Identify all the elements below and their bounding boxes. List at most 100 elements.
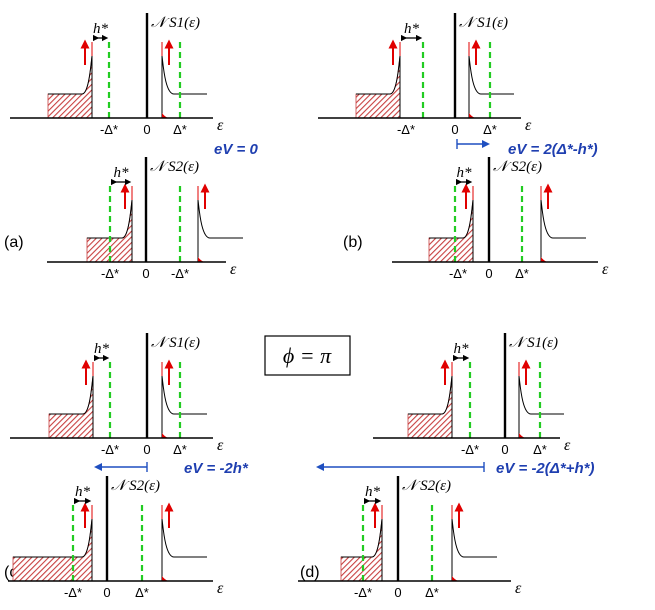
tick-label-delta: Δ* <box>173 122 187 137</box>
dos-diagram-d-s2: h* ε 𝒩 S2(ε) -Δ* 0 Δ* <box>298 476 522 600</box>
h-star-label: h* <box>75 484 91 500</box>
tick-label-zero: 0 <box>451 122 458 137</box>
dos-axis-label: 𝒩 S1(ε) <box>509 335 558 351</box>
dos-diagram-c-s2: h* ε 𝒩 S2(ε) -Δ* 0 Δ* <box>8 476 224 600</box>
dos-axis-label: 𝒩 S1(ε) <box>151 15 200 31</box>
tick-label-minus-delta: -Δ* <box>100 122 118 137</box>
dos-curve-left <box>356 55 401 118</box>
epsilon-axis-label: ε <box>230 261 237 278</box>
dos-curve-left <box>429 199 474 262</box>
occupied-states-hatch <box>355 55 401 119</box>
h-star-label: h* <box>457 165 473 181</box>
tick-label-zero: 0 <box>394 585 401 600</box>
dos-right-foot <box>452 576 458 581</box>
panel-label-d: (d) <box>300 564 320 581</box>
dos-axis-label: 𝒩 S1(ε) <box>459 15 508 31</box>
bias-arrow-d <box>316 462 485 472</box>
epsilon-axis-label: ε <box>217 117 224 134</box>
dos-axis-label: 𝒩 S2(ε) <box>493 159 542 175</box>
dos-curve-right <box>451 518 497 581</box>
phase-box: ϕ = π <box>264 335 351 376</box>
h-star-label: h* <box>93 21 109 37</box>
tick-label-zero: 0 <box>142 266 149 281</box>
tick-label-minus-delta: -Δ* <box>171 266 189 281</box>
dos-diagram-b-s1: h* ε 𝒩 S1(ε) -Δ* 0 Δ* <box>318 13 532 137</box>
bias-arrow-c <box>94 462 148 472</box>
dos-right-foot <box>162 576 168 581</box>
dos-right-foot <box>162 433 168 438</box>
dos-axis-label: 𝒩 S2(ε) <box>111 478 160 494</box>
epsilon-axis-label: ε <box>564 437 571 454</box>
dos-curve-right <box>161 375 207 438</box>
tick-label-delta: Δ* <box>425 585 439 600</box>
tick-label-minus-delta: -Δ* <box>449 266 467 281</box>
bias-label-d: eV = -2(Δ*+h*) <box>496 460 594 477</box>
phase-label: ϕ = π <box>283 343 332 368</box>
dos-diagram-d-s1: h* ε 𝒩 S1(ε) -Δ* 0 Δ* <box>373 333 571 457</box>
dos-diagram-a-s1: h* ε 𝒩 S1(ε) -Δ* 0 Δ* <box>10 13 224 137</box>
tick-label-delta: Δ* <box>533 442 547 457</box>
dos-diagram-c-s1: h* ε 𝒩 S1(ε) -Δ* 0 Δ* <box>10 333 224 457</box>
bias-arrow-b <box>456 139 490 149</box>
dos-curve-left <box>87 199 133 262</box>
tick-label-minus-delta: -Δ* <box>354 585 372 600</box>
epsilon-axis-label: ε <box>515 580 522 597</box>
dos-curve-left <box>341 518 383 581</box>
dos-right-foot <box>541 257 547 262</box>
occupied-states-hatch <box>340 518 383 582</box>
tick-label-zero: 0 <box>485 266 492 281</box>
dos-curve-right <box>540 199 586 262</box>
epsilon-axis-label: ε <box>525 117 532 134</box>
dos-diagrams: h* ε 𝒩 S1(ε) -Δ* 0 Δ* h* ε 𝒩 S2(ε) -Δ* 0 -Δ* h* ε 𝒩 S1… <box>8 13 609 600</box>
dos-diagram-a-s2: h* ε 𝒩 S2(ε) -Δ* 0 -Δ* <box>47 157 243 281</box>
dos-curve-right <box>468 55 514 118</box>
tick-label-delta: Δ* <box>173 442 187 457</box>
h-star-label: h* <box>404 21 420 37</box>
panel-label-a: (a) <box>4 234 24 251</box>
tick-label-minus-delta: -Δ* <box>397 122 415 137</box>
occupied-states-hatch <box>428 199 474 263</box>
dos-curve-right <box>161 518 207 581</box>
h-star-label: h* <box>94 341 110 357</box>
tick-label-minus-delta: -Δ* <box>461 442 479 457</box>
tick-label-delta: Δ* <box>515 266 529 281</box>
dos-right-foot <box>469 113 475 118</box>
dos-curve-left <box>48 55 93 118</box>
h-star-label: h* <box>365 484 381 500</box>
tick-label-zero: 0 <box>103 585 110 600</box>
dos-axis-label: 𝒩 S2(ε) <box>402 478 451 494</box>
dos-curve-right <box>197 199 243 262</box>
occupied-states-hatch <box>407 375 453 439</box>
tick-label-zero: 0 <box>143 122 150 137</box>
occupied-states-hatch <box>12 518 93 582</box>
occupied-states-hatch <box>48 375 94 439</box>
bias-label-b: eV = 2(Δ*-h*) <box>508 141 598 158</box>
epsilon-axis-label: ε <box>602 261 609 278</box>
dos-curve-right <box>518 375 564 438</box>
h-star-label: h* <box>114 165 130 181</box>
bias-label-a: eV = 0 <box>214 141 258 158</box>
dos-axis-label: 𝒩 S2(ε) <box>150 159 199 175</box>
epsilon-axis-label: ε <box>217 580 224 597</box>
tick-label-delta: Δ* <box>483 122 497 137</box>
epsilon-axis-label: ε <box>217 437 224 454</box>
tick-label-zero: 0 <box>501 442 508 457</box>
dos-axis-label: 𝒩 S1(ε) <box>151 335 200 351</box>
h-star-label: h* <box>454 341 470 357</box>
tick-label-minus-delta: -Δ* <box>64 585 82 600</box>
dos-right-foot <box>519 433 525 438</box>
dos-curve-left <box>49 375 94 438</box>
bias-label-c: eV = -2h* <box>184 460 249 477</box>
dos-diagram-b-s2: h* ε 𝒩 S2(ε) -Δ* 0 Δ* <box>392 157 609 281</box>
dos-right-foot <box>162 113 168 118</box>
dos-curve-left <box>13 518 93 581</box>
tick-label-minus-delta: -Δ* <box>101 266 119 281</box>
tick-label-zero: 0 <box>143 442 150 457</box>
dos-right-foot <box>198 257 204 262</box>
dos-curve-left <box>408 375 453 438</box>
tick-label-minus-delta: -Δ* <box>101 442 119 457</box>
panel-label-b: (b) <box>343 234 363 251</box>
tick-label-delta: Δ* <box>135 585 149 600</box>
